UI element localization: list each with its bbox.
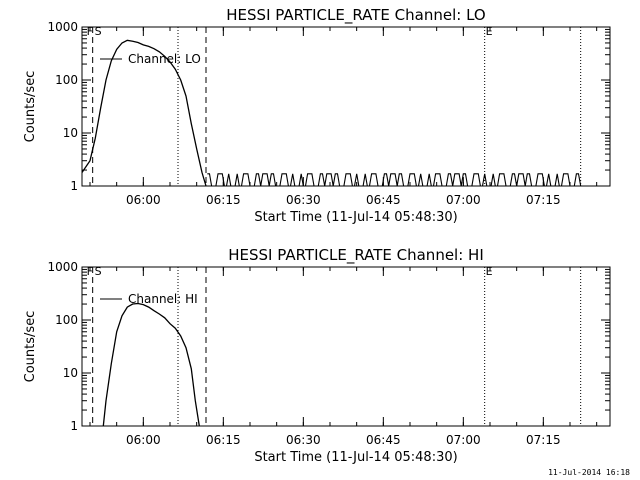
panel2-x-axis-label: Start Time (11-Jul-14 05:48:30) bbox=[254, 450, 457, 465]
panel2-marker-label-e: E bbox=[486, 265, 493, 278]
panel1-y-tick-label: 10 bbox=[63, 126, 78, 140]
panel1-x-tick-label: 07:00 bbox=[446, 193, 481, 207]
panel1-y-tick-label: 1000 bbox=[47, 20, 78, 34]
panel1-y-tick-label: 100 bbox=[55, 73, 78, 87]
panel2-y-axis-label: Counts/sec bbox=[23, 311, 38, 383]
panel2-x-tick-label: 07:15 bbox=[526, 433, 561, 447]
panel2-plot-frame bbox=[81, 266, 611, 427]
panel1-x-axis-label: Start Time (11-Jul-14 05:48:30) bbox=[254, 210, 457, 225]
panel1-legend-label: Channel: LO bbox=[128, 52, 201, 66]
panel1-marker-label-f: F bbox=[87, 25, 93, 38]
panel1-x-tick-label: 06:30 bbox=[286, 193, 321, 207]
panel1-marker-label-e: E bbox=[486, 25, 493, 38]
panel2-x-tick-label: 06:45 bbox=[366, 433, 401, 447]
panel2-marker-label-f: F bbox=[87, 265, 93, 278]
panel1-x-tick-label: 06:45 bbox=[366, 193, 401, 207]
panel2-series-line bbox=[102, 302, 200, 427]
panel1-chart-title: HESSI PARTICLE_RATE Channel: LO bbox=[226, 6, 485, 25]
panel1-series-noise-line bbox=[207, 173, 582, 187]
panel2-x-tick-label: 06:00 bbox=[126, 433, 161, 447]
panel1-y-tick-label: 1 bbox=[70, 179, 78, 193]
panel1-marker-label-s: S bbox=[95, 25, 102, 38]
panel1-x-tick-label: 06:15 bbox=[206, 193, 241, 207]
panel1-plot-frame bbox=[81, 26, 611, 187]
panel2-chart-title: HESSI PARTICLE_RATE Channel: HI bbox=[228, 246, 484, 265]
panel1-x-tick-label: 07:15 bbox=[526, 193, 561, 207]
panel2-y-tick-label: 1000 bbox=[47, 260, 78, 274]
panel2-x-tick-label: 06:15 bbox=[206, 433, 241, 447]
panel2-y-tick-label: 1 bbox=[70, 419, 78, 433]
panel1-y-axis-label: Counts/sec bbox=[23, 71, 38, 143]
panel1-series-line bbox=[81, 39, 207, 187]
panel2-marker-label-s: S bbox=[95, 265, 102, 278]
panel2-legend-label: Channel: HI bbox=[128, 292, 198, 306]
panel2-x-tick-label: 06:30 bbox=[286, 433, 321, 447]
panel2-x-tick-label: 07:00 bbox=[446, 433, 481, 447]
panel2-y-tick-label: 100 bbox=[55, 313, 78, 327]
panel1-x-tick-label: 06:00 bbox=[126, 193, 161, 207]
panel2-y-tick-label: 10 bbox=[63, 366, 78, 380]
footer-timestamp: 11-Jul-2014 16:18 bbox=[548, 468, 630, 477]
